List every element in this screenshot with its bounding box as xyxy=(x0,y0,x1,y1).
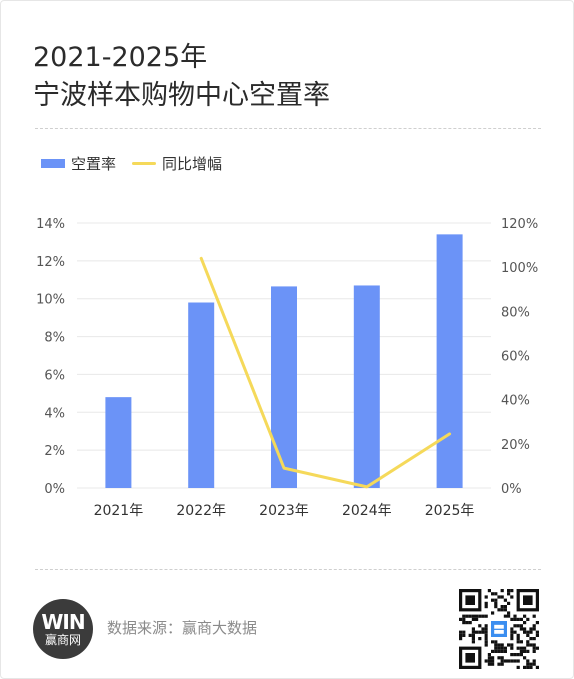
bottom-divider xyxy=(35,569,541,570)
bar xyxy=(353,285,380,488)
growth-line xyxy=(199,256,452,489)
y-left-tick-label: 10% xyxy=(36,293,65,308)
y-right-tick-label: 40% xyxy=(501,394,530,409)
top-divider xyxy=(35,128,541,129)
title-line-1: 2021-2025年 xyxy=(33,42,208,73)
y-right-tick-label: 60% xyxy=(501,350,530,365)
data-source: 数据来源：赢商大数据 xyxy=(107,619,258,637)
y-left-tick-label: 6% xyxy=(44,368,65,383)
logo-text: 赢商网 xyxy=(44,633,81,647)
y-right-tick-label: 0% xyxy=(501,482,522,497)
y-right-tick-label: 20% xyxy=(501,438,530,453)
bar xyxy=(271,286,297,488)
x-tick-label: 2021年 xyxy=(94,503,144,519)
x-tick-label: 2023年 xyxy=(259,503,309,519)
brand-logo: WIN 赢商网 xyxy=(33,599,93,659)
y-right-tick-label: 100% xyxy=(501,261,538,276)
combo-chart: 0% 2% 4% 6% 8% 10% 12% 14% 0% 20% 40% 60% 80% 100% 120… xyxy=(36,217,538,519)
legend-line-label: 同比增幅 xyxy=(162,154,223,173)
bar xyxy=(188,302,215,488)
legend-bar-swatch xyxy=(41,158,65,168)
y-left-tick-label: 14% xyxy=(36,217,65,232)
chart-title: 2021-2025年 宁波样本购物中心空置率 xyxy=(33,39,330,115)
legend: 空置率 同比增幅 xyxy=(41,153,222,173)
x-tick-label: 2024年 xyxy=(342,503,392,519)
bar xyxy=(105,397,132,488)
qr-code-icon xyxy=(459,589,539,669)
y-left-tick-label: 4% xyxy=(44,406,65,421)
bar xyxy=(436,234,463,488)
title-line-2: 宁波样本购物中心空置率 xyxy=(33,80,330,111)
x-tick-label: 2022年 xyxy=(176,503,226,519)
legend-line-swatch xyxy=(132,161,157,165)
y-right-tick-label: 120% xyxy=(501,217,538,232)
y-right-tick-label: 80% xyxy=(501,305,530,320)
y-left-tick-label: 0% xyxy=(44,482,65,497)
y-left-tick-label: 8% xyxy=(44,331,65,346)
y-left-tick-label: 12% xyxy=(36,255,65,270)
y-left-tick-label: 2% xyxy=(44,444,65,459)
logo-mark: WIN xyxy=(41,610,85,634)
legend-bar-label: 空置率 xyxy=(71,154,117,173)
x-tick-label: 2025年 xyxy=(425,503,475,519)
